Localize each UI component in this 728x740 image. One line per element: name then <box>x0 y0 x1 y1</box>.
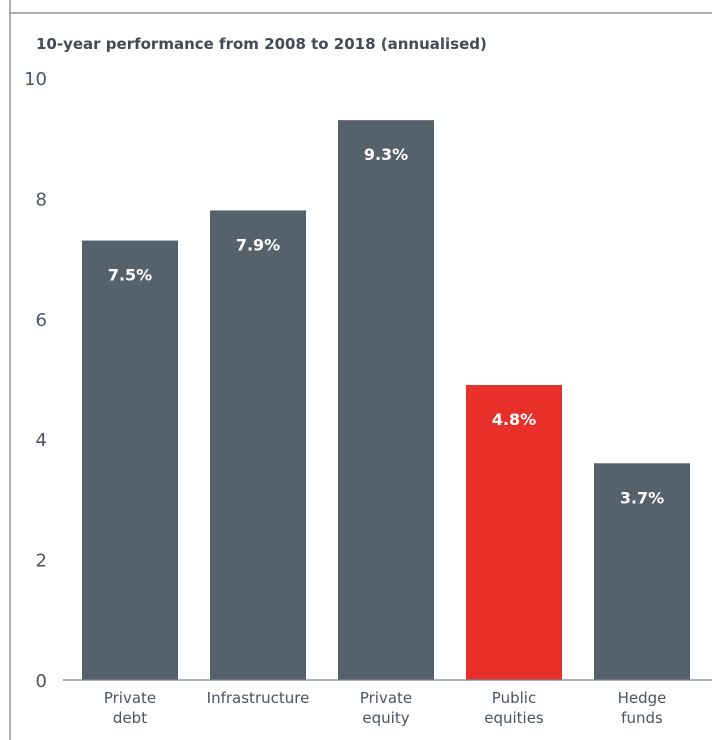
x-tick-label-line: equity <box>362 709 409 727</box>
bars: 7.5% 7.9% 9.3% 4.8% 3.7% <box>82 120 690 681</box>
x-tick-label-line: Infrastructure <box>207 689 310 707</box>
x-tick-label: Public equities <box>484 689 544 727</box>
bar-data-label: 3.7% <box>620 488 664 507</box>
chart-title: 10-year performance from 2008 to 2018 (a… <box>36 35 487 53</box>
x-tick-label-line: equities <box>484 709 544 727</box>
y-axis: 0 2 4 6 8 10 <box>24 69 47 692</box>
bar <box>594 463 690 680</box>
y-tick-label: 0 <box>36 671 47 692</box>
y-tick-label: 6 <box>36 310 47 331</box>
bar <box>338 120 434 680</box>
x-tick-label: Hedge funds <box>618 689 667 727</box>
x-tick-label-line: Private <box>104 689 156 707</box>
x-tick-label: Private equity <box>360 689 412 727</box>
bar-data-label: 4.8% <box>492 410 536 429</box>
bar <box>210 210 306 680</box>
y-tick-label: 4 <box>36 430 47 451</box>
x-tick-label-line: funds <box>621 709 663 727</box>
x-tick-label: Private debt <box>104 689 156 727</box>
chart-frame <box>9 0 712 740</box>
x-tick-label: Infrastructure <box>207 689 310 707</box>
y-tick-label: 2 <box>36 551 47 572</box>
x-tick-label-line: Private <box>360 689 412 707</box>
x-axis: Private debt Infrastructure Private equity Pu… <box>63 679 712 727</box>
y-tick-label: 8 <box>36 189 47 210</box>
bar <box>82 240 178 681</box>
bar-data-label: 7.5% <box>108 266 152 285</box>
bar-data-label: 7.9% <box>236 235 280 254</box>
y-tick-label: 10 <box>24 69 47 90</box>
x-tick-label-line: debt <box>113 709 147 727</box>
x-tick-label-line: Public <box>492 689 536 707</box>
x-tick-label-line: Hedge <box>618 689 667 707</box>
bar-data-label: 9.3% <box>364 145 408 164</box>
bar <box>466 385 562 680</box>
